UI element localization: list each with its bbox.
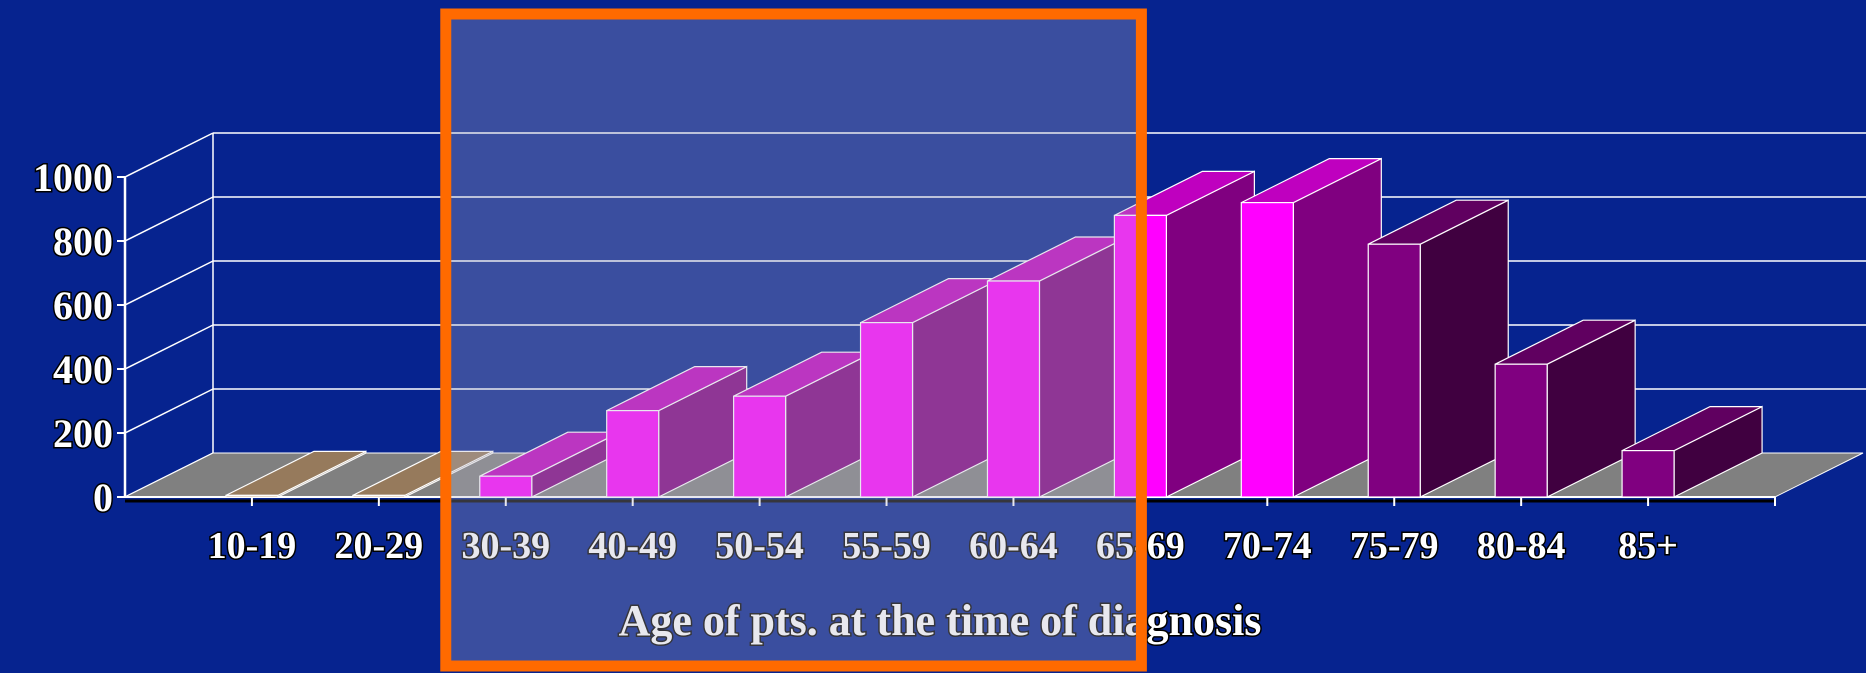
- x-axis-title: Age of pts. at the time of diagnosis: [619, 596, 1262, 645]
- x-category-label: 75-79: [1350, 525, 1439, 567]
- y-tick-label: 200: [53, 411, 113, 456]
- bar-front: [606, 410, 660, 498]
- x-category-label: 60-64: [969, 525, 1058, 567]
- bar-front: [1367, 243, 1421, 498]
- bar-front: [733, 395, 787, 498]
- highlight-frame: [440, 8, 1147, 672]
- gridline-side: [124, 132, 214, 178]
- bar-front: [986, 280, 1041, 498]
- gridline-side: [124, 196, 214, 242]
- x-category-label: 40-49: [588, 525, 677, 567]
- gridline-side: [124, 324, 214, 370]
- x-category-label: 80-84: [1477, 525, 1566, 567]
- bar-series: [225, 157, 1763, 498]
- bar-front: [1621, 450, 1675, 498]
- bar: [1621, 405, 1763, 498]
- bar-front: [225, 494, 279, 498]
- bar-front: [859, 322, 914, 498]
- x-category-label: 20-29: [335, 525, 424, 567]
- bar: [733, 351, 875, 498]
- gridline-side: [124, 388, 214, 434]
- bar-front: [479, 475, 533, 498]
- bar-front: [1240, 202, 1294, 498]
- gridline-side: [124, 260, 214, 306]
- bar: [606, 365, 748, 498]
- y-tick-label: 1000: [33, 155, 113, 200]
- bar: [225, 450, 367, 498]
- bar: [1494, 319, 1636, 498]
- x-category-label: 70-74: [1223, 525, 1312, 567]
- y-tick-label: 0: [93, 475, 113, 520]
- bar-front: [1494, 363, 1548, 498]
- x-category-label: 50-54: [715, 525, 804, 567]
- highlight-overlay: [440, 8, 1147, 672]
- y-tick-label: 400: [53, 347, 113, 392]
- x-category-label: 55-59: [842, 525, 931, 567]
- y-tick-label: 600: [53, 283, 113, 328]
- bar-front: [352, 494, 406, 498]
- x-category-label: 10-19: [208, 525, 297, 567]
- bar: [1240, 157, 1382, 498]
- x-category-label: 85+: [1618, 525, 1678, 567]
- y-tick-label: 800: [53, 219, 113, 264]
- x-category-label: 30-39: [461, 525, 550, 567]
- y-axis-ticks: 0 200 400 600 800 1000: [32, 154, 115, 522]
- bar: [1367, 199, 1509, 498]
